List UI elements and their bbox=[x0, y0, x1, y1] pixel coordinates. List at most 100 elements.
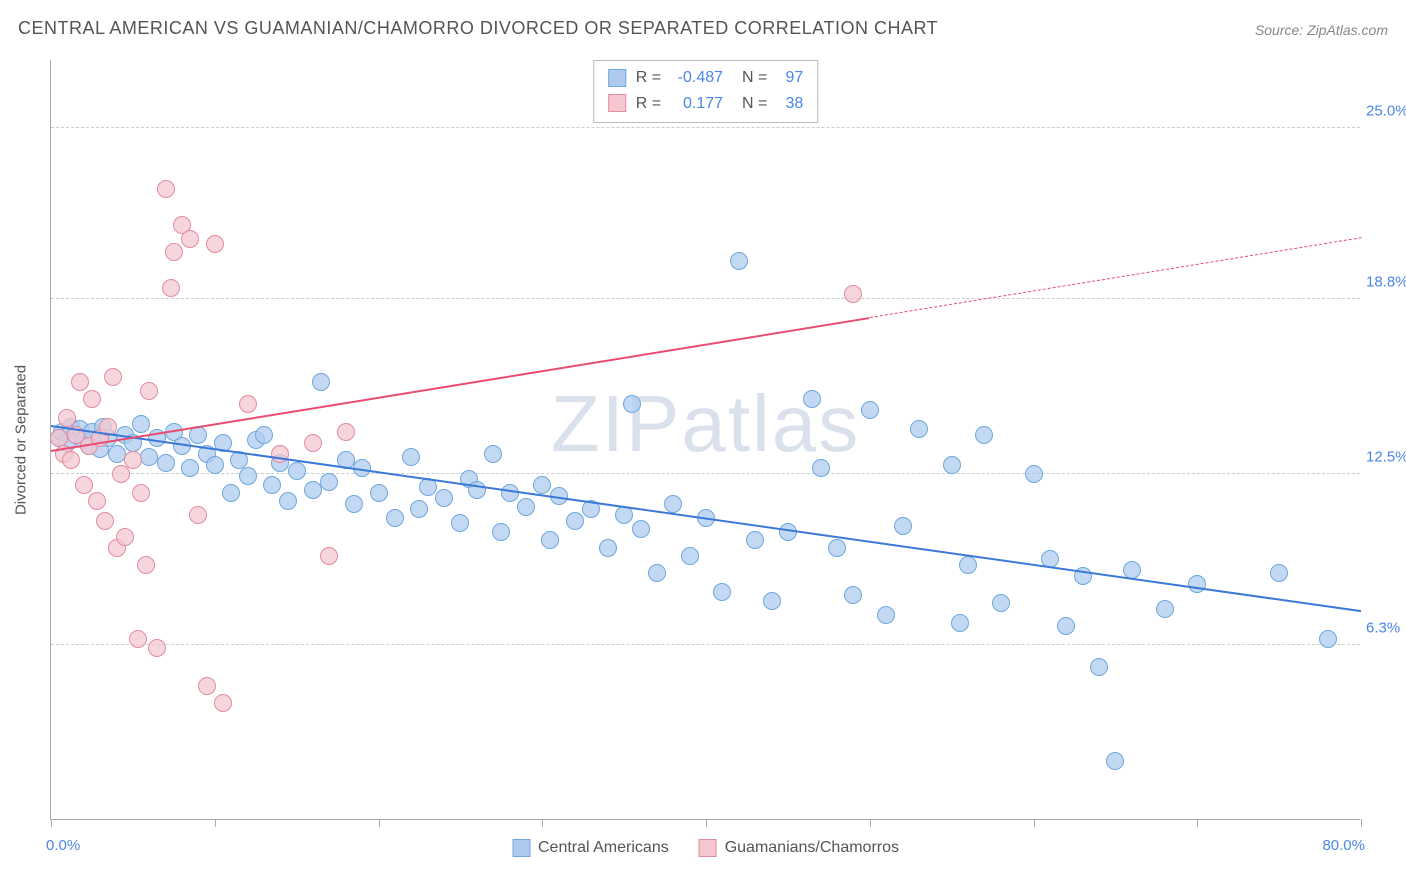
data-point bbox=[239, 395, 257, 413]
legend-n-value-a: 97 bbox=[777, 65, 803, 91]
legend-swatch-b bbox=[608, 94, 626, 112]
x-axis-min-label: 0.0% bbox=[46, 837, 80, 854]
data-point bbox=[337, 423, 355, 441]
series-legend: Central Americans Guamanians/Chamorros bbox=[512, 839, 899, 857]
data-point bbox=[386, 509, 404, 527]
data-point bbox=[206, 235, 224, 253]
data-point bbox=[255, 426, 273, 444]
data-point bbox=[803, 390, 821, 408]
data-point bbox=[648, 564, 666, 582]
data-point bbox=[132, 484, 150, 502]
data-point bbox=[239, 467, 257, 485]
data-point bbox=[664, 495, 682, 513]
data-point bbox=[730, 252, 748, 270]
legend-item: Central Americans bbox=[512, 839, 669, 857]
chart-title: CENTRAL AMERICAN VS GUAMANIAN/CHAMORRO D… bbox=[18, 18, 938, 39]
data-point bbox=[157, 454, 175, 472]
y-axis-title: Divorced or Separated bbox=[13, 364, 30, 514]
plot-area: Divorced or Separated ZIPatlas 0.0% 80.0… bbox=[50, 60, 1360, 820]
data-point bbox=[599, 539, 617, 557]
legend-label: Central Americans bbox=[538, 839, 669, 857]
data-point bbox=[71, 373, 89, 391]
data-point bbox=[410, 500, 428, 518]
data-point bbox=[304, 434, 322, 452]
data-point bbox=[108, 445, 126, 463]
data-point bbox=[943, 456, 961, 474]
data-point bbox=[140, 382, 158, 400]
data-point bbox=[992, 594, 1010, 612]
data-point bbox=[129, 630, 147, 648]
trend-line bbox=[51, 317, 870, 451]
data-point bbox=[116, 528, 134, 546]
legend-r-value-a: -0.487 bbox=[671, 65, 723, 91]
data-point bbox=[501, 484, 519, 502]
legend-item: Guamanians/Chamorros bbox=[699, 839, 899, 857]
data-point bbox=[1319, 630, 1337, 648]
data-point bbox=[681, 547, 699, 565]
data-point bbox=[288, 462, 306, 480]
legend-n-label: N = bbox=[733, 91, 767, 117]
y-tick-label: 6.3% bbox=[1366, 619, 1406, 636]
data-point bbox=[370, 484, 388, 502]
data-point bbox=[157, 180, 175, 198]
data-point bbox=[1188, 575, 1206, 593]
data-point bbox=[50, 429, 68, 447]
x-tick bbox=[51, 819, 52, 827]
data-point bbox=[312, 373, 330, 391]
data-point bbox=[844, 586, 862, 604]
data-point bbox=[88, 492, 106, 510]
data-point bbox=[975, 426, 993, 444]
x-tick bbox=[1197, 819, 1198, 827]
data-point bbox=[320, 473, 338, 491]
data-point bbox=[1156, 600, 1174, 618]
data-point bbox=[124, 451, 142, 469]
data-point bbox=[1090, 658, 1108, 676]
data-point bbox=[812, 459, 830, 477]
x-tick bbox=[706, 819, 707, 827]
data-point bbox=[959, 556, 977, 574]
data-point bbox=[910, 420, 928, 438]
data-point bbox=[75, 476, 93, 494]
trend-line-extrap bbox=[870, 238, 1361, 319]
data-point bbox=[222, 484, 240, 502]
data-point bbox=[279, 492, 297, 510]
data-point bbox=[451, 514, 469, 532]
data-point bbox=[828, 539, 846, 557]
data-point bbox=[148, 639, 166, 657]
x-tick bbox=[1361, 819, 1362, 827]
correlation-legend: R = -0.487 N = 97 R = 0.177 N = 38 bbox=[593, 60, 819, 123]
x-tick bbox=[1034, 819, 1035, 827]
data-point bbox=[165, 243, 183, 261]
data-point bbox=[189, 506, 207, 524]
data-point bbox=[713, 583, 731, 601]
data-point bbox=[320, 547, 338, 565]
data-point bbox=[263, 476, 281, 494]
legend-label: Guamanians/Chamorros bbox=[725, 839, 899, 857]
data-point bbox=[271, 445, 289, 463]
data-point bbox=[517, 498, 535, 516]
legend-row-series-a: R = -0.487 N = 97 bbox=[608, 65, 804, 91]
data-point bbox=[345, 495, 363, 513]
y-tick-label: 12.5% bbox=[1366, 448, 1406, 465]
data-point bbox=[198, 677, 216, 695]
data-point bbox=[58, 409, 76, 427]
data-point bbox=[214, 694, 232, 712]
data-point bbox=[140, 448, 158, 466]
data-point bbox=[623, 395, 641, 413]
y-tick-label: 25.0% bbox=[1366, 103, 1406, 120]
legend-row-series-b: R = 0.177 N = 38 bbox=[608, 91, 804, 117]
gridline bbox=[51, 298, 1360, 299]
legend-swatch-a bbox=[608, 69, 626, 87]
data-point bbox=[304, 481, 322, 499]
data-point bbox=[566, 512, 584, 530]
data-point bbox=[533, 476, 551, 494]
data-point bbox=[484, 445, 502, 463]
gridline bbox=[51, 127, 1360, 128]
data-point bbox=[96, 512, 114, 530]
x-tick bbox=[542, 819, 543, 827]
data-point bbox=[132, 415, 150, 433]
data-point bbox=[162, 279, 180, 297]
data-point bbox=[861, 401, 879, 419]
data-point bbox=[492, 523, 510, 541]
data-point bbox=[62, 451, 80, 469]
